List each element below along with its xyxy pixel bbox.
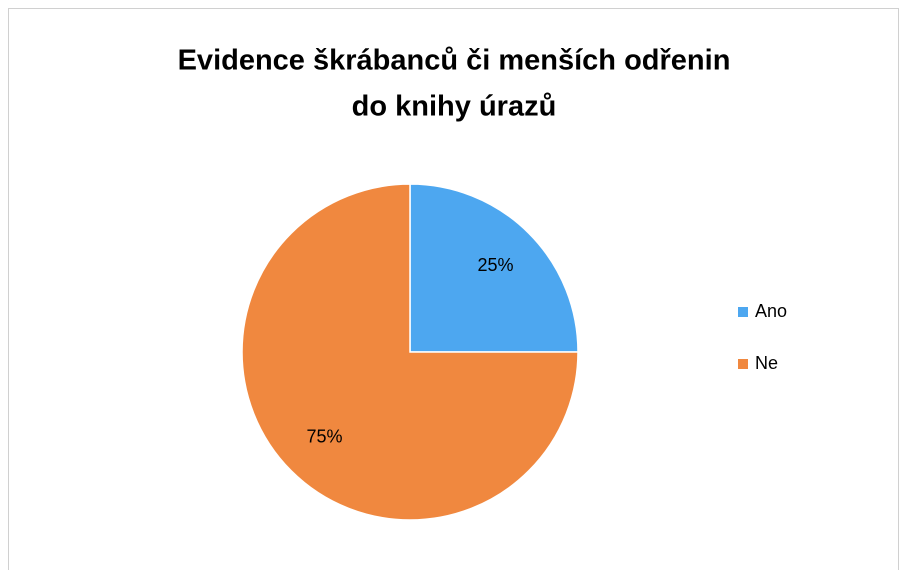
legend-label: Ano	[755, 301, 787, 321]
pie-slice	[241, 183, 579, 521]
data-label: 25%	[478, 255, 514, 275]
data-label: 75%	[306, 426, 342, 446]
legend-swatch	[738, 359, 748, 369]
legend-swatch	[738, 307, 748, 317]
legend-label: Ne	[755, 353, 778, 373]
chart-title: do knihy úrazů	[352, 91, 557, 123]
chart-title: Evidence škrábanců či menších odřenin	[178, 45, 731, 77]
pie-slice	[409, 183, 579, 353]
